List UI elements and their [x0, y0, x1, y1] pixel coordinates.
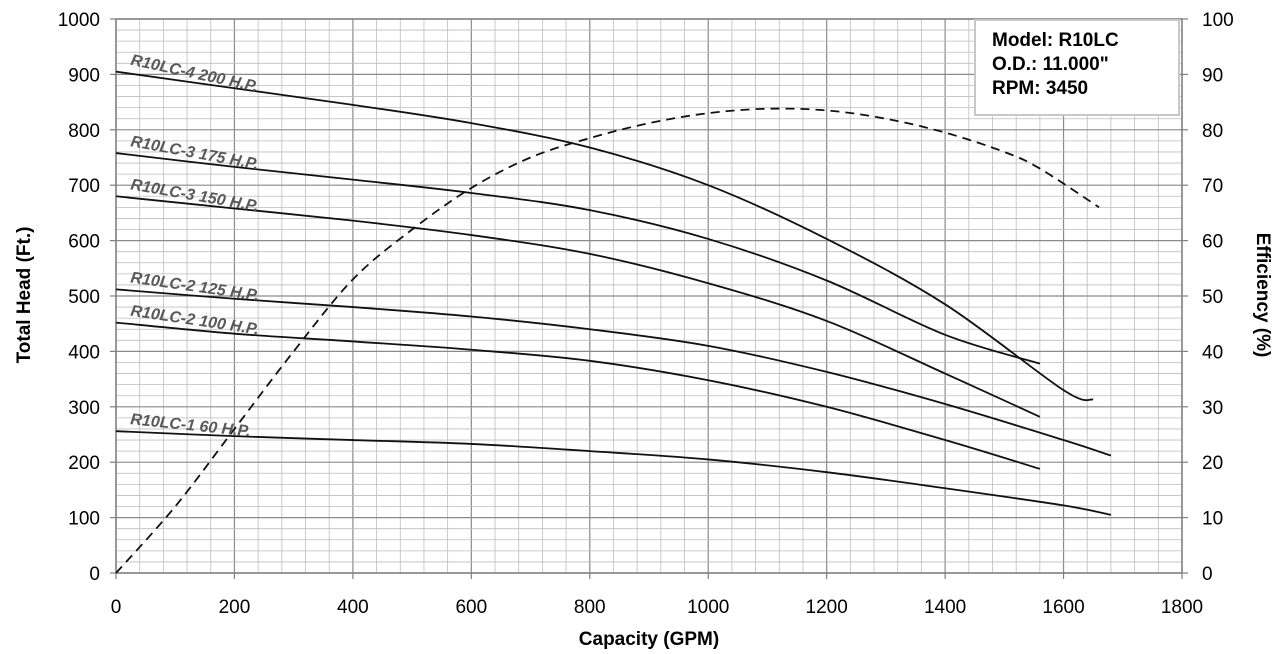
pump-info-box: Model: R10LC O.D.: 11.000" RPM: 3450	[974, 19, 1180, 116]
x-tick-label: 600	[455, 597, 487, 618]
y-tick-label: 100	[68, 509, 100, 530]
y-axis-title: Total Head (Ft.)	[14, 227, 35, 364]
y-tick-label: 600	[68, 232, 100, 253]
curve-label-r10lc-2-125-h-p: R10LC-2 125 H.P.	[129, 269, 260, 304]
curve-label-r10lc-3-175-h-p: R10LC-3 175 H.P.	[129, 133, 259, 173]
curve-r10lc-4-200-h-p	[115, 70, 1094, 402]
curve-r10lc-3-175-h-p	[115, 152, 1041, 365]
y-tick-label: 1000	[58, 10, 100, 31]
rpm-text: RPM: 3450	[992, 78, 1089, 99]
y2-tick-label: 80	[1202, 121, 1223, 142]
performance-curves	[115, 70, 1112, 574]
x-tick-label: 400	[337, 597, 369, 618]
x-tick-label: 1600	[1042, 597, 1084, 618]
y2-axis-tick-labels: 0 10 20 30 40 50 60 70 80 90 100	[1182, 10, 1234, 585]
x-axis-title: Capacity (GPM)	[579, 629, 719, 650]
od-text: O.D.: 11.000"	[992, 54, 1109, 75]
efficiency-curve	[115, 107, 1100, 574]
y2-axis-title: Efficiency (%)	[1252, 233, 1273, 358]
y2-tick-label: 60	[1202, 232, 1223, 253]
y2-tick-label: 100	[1202, 10, 1234, 31]
y2-tick-label: 50	[1202, 287, 1223, 308]
curve-r10lc-2-100-h-p	[115, 321, 1041, 470]
y-tick-label: 400	[68, 342, 100, 363]
y-axis-tick-labels: 0 100 200 300 400 500 600 700 800 900 1000	[58, 10, 116, 585]
y2-tick-label: 0	[1202, 564, 1213, 585]
y-tick-label: 700	[68, 176, 100, 197]
x-tick-label: 1200	[806, 597, 848, 618]
curve-label-r10lc-2-100-h-p: R10LC-2 100 H.P.	[129, 303, 260, 339]
y2-tick-label: 20	[1202, 453, 1223, 474]
y2-tick-label: 30	[1202, 398, 1223, 419]
curve-labels: R10LC-4 200 H.P.R10LC-3 175 H.P.R10LC-3 …	[129, 52, 260, 440]
y-tick-label: 800	[68, 121, 100, 142]
x-tick-label: 0	[111, 597, 122, 618]
y-tick-label: 0	[89, 564, 100, 585]
x-axis-tick-labels: 0 200 400 600 800 1000 1200 1400 1600 1800	[111, 573, 1203, 618]
y-tick-label: 200	[68, 453, 100, 474]
curve-label-r10lc-1-60-h-p: R10LC-1 60 H.P.	[130, 411, 252, 440]
model-text: Model: R10LC	[992, 30, 1119, 51]
y2-tick-label: 40	[1202, 342, 1223, 363]
y2-tick-label: 70	[1202, 176, 1223, 197]
y-tick-label: 500	[68, 287, 100, 308]
curve-r10lc-1-60-h-p	[115, 430, 1112, 516]
curve-label-r10lc-3-150-h-p: R10LC-3 150 H.P.	[129, 176, 260, 215]
y-tick-label: 300	[68, 398, 100, 419]
curve-r10lc-3-150-h-p	[115, 195, 1041, 418]
curve-r10lc-2-125-h-p	[115, 288, 1112, 457]
y2-tick-label: 90	[1202, 65, 1223, 86]
y-tick-label: 900	[68, 65, 100, 86]
x-tick-label: 800	[574, 597, 606, 618]
x-tick-label: 1800	[1161, 597, 1203, 618]
y2-tick-label: 10	[1202, 509, 1223, 530]
x-tick-label: 1000	[687, 597, 729, 618]
x-tick-label: 200	[219, 597, 251, 618]
x-tick-label: 1400	[924, 597, 966, 618]
